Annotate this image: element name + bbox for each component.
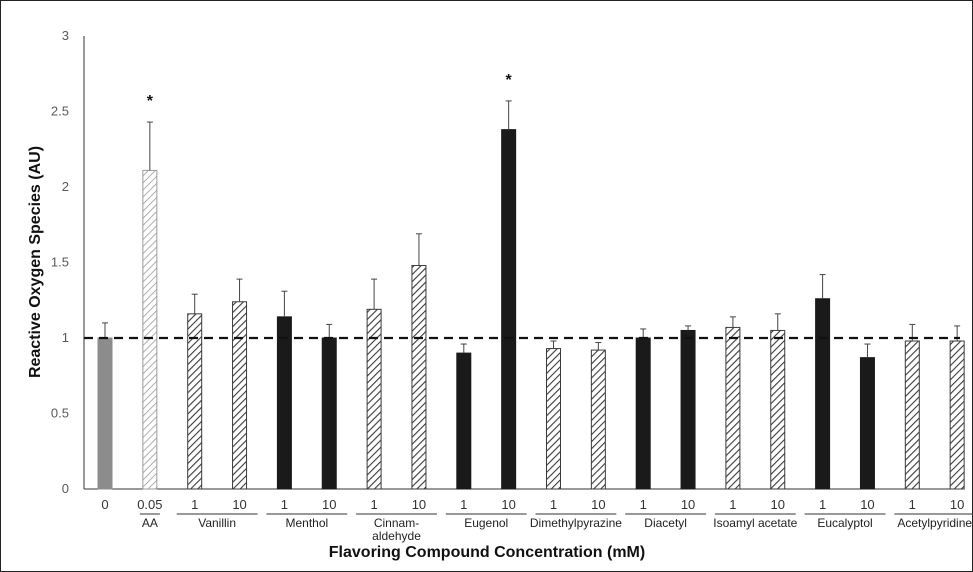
x-tick-label: 1 <box>640 497 647 512</box>
y-tick-label: 2.5 <box>51 104 69 119</box>
significance-marker: * <box>147 93 154 110</box>
y-tick-label: 1.5 <box>51 255 69 270</box>
x-tick-label: 1 <box>909 497 916 512</box>
y-axis: 0 0.5 1 1.5 2 2.5 3 <box>51 28 960 496</box>
y-tick-label: 1 <box>62 330 69 345</box>
bar <box>411 265 427 490</box>
x-tick-label: 1 <box>191 497 198 512</box>
bar <box>142 169 158 490</box>
bar <box>456 352 472 490</box>
group-label: Isoamyl acetate <box>713 516 797 530</box>
x-tick-label: 10 <box>860 497 874 512</box>
bar <box>232 301 248 490</box>
bar <box>590 349 606 490</box>
x-tick-label: 10 <box>501 497 515 512</box>
significance-marker: * <box>506 72 513 89</box>
bar <box>276 316 292 490</box>
group-label: Acetylpyridine <box>897 516 972 530</box>
x-tick-label: 10 <box>412 497 426 512</box>
group-label: aldehyde <box>372 529 421 543</box>
y-tick-label: 0.5 <box>51 406 69 421</box>
x-tick-label: 1 <box>460 497 467 512</box>
x-tick-labels: 0 0.05 1 10 1 10 1 10 1 10 1 10 1 10 1 10 1 10 1 10 <box>101 497 964 512</box>
bar <box>725 326 741 490</box>
y-axis-label: Reactive Oxygen Species (AU) <box>27 146 44 378</box>
bar <box>815 298 831 490</box>
x-tick-label: 0 <box>101 497 108 512</box>
group-label: Eugenol <box>464 516 508 530</box>
bar <box>501 129 517 490</box>
bars-layer <box>97 129 965 490</box>
group-labels: AA Vanillin Menthol Cinnam-aldehyde Eugenol D… <box>139 513 973 543</box>
x-tick-label: 10 <box>232 497 246 512</box>
bar <box>546 348 561 490</box>
group-label: Eucalyptol <box>817 516 872 530</box>
bar <box>187 313 203 490</box>
x-tick-label: 1 <box>819 497 826 512</box>
bar <box>97 337 113 490</box>
group-label: Dimethylpyrazine <box>530 516 622 530</box>
bar <box>680 329 696 490</box>
group-label: Diacetyl <box>644 516 687 530</box>
x-tick-label: 10 <box>591 497 605 512</box>
group-label: Cinnam- <box>374 516 419 530</box>
x-tick-label: 1 <box>550 497 557 512</box>
x-tick-label: 0.05 <box>137 497 162 512</box>
x-tick-label: 1 <box>281 497 288 512</box>
x-tick-label: 10 <box>322 497 336 512</box>
bar <box>904 340 920 490</box>
x-axis-label: Flavoring Compound Concentration (mM) <box>329 544 645 561</box>
error-bars-layer: ** <box>102 72 961 358</box>
x-tick-label: 10 <box>681 497 695 512</box>
x-tick-label: 10 <box>771 497 785 512</box>
y-tick-label: 0 <box>62 481 69 496</box>
x-tick-label: 10 <box>950 497 964 512</box>
y-tick-label: 3 <box>62 28 69 43</box>
bar <box>635 337 651 490</box>
bar <box>770 329 786 490</box>
group-label: AA <box>142 516 158 530</box>
bar <box>859 357 875 490</box>
group-label: Vanillin <box>198 516 236 530</box>
x-tick-label: 1 <box>370 497 377 512</box>
x-tick-label: 1 <box>729 497 736 512</box>
bar <box>949 340 965 490</box>
bar <box>321 337 337 490</box>
group-label: Menthol <box>285 516 328 530</box>
y-tick-label: 2 <box>62 179 69 194</box>
bar <box>366 308 382 490</box>
